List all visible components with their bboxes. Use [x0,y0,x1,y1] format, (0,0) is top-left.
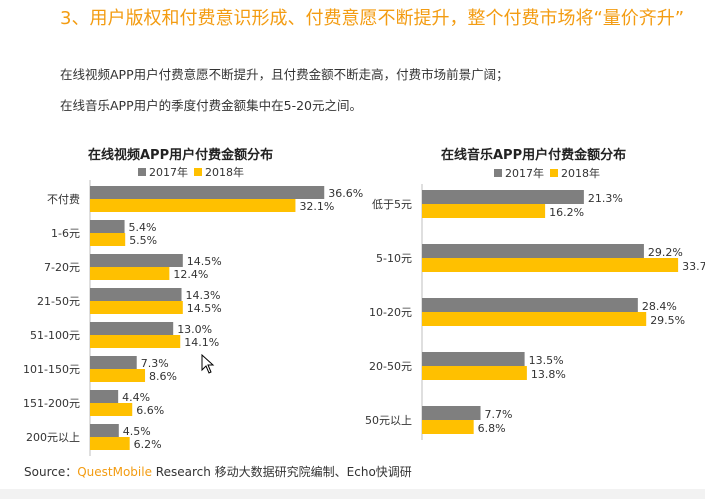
bar-2018 [90,267,170,280]
data-label: 7.7% [485,408,513,421]
data-label: 36.6% [328,187,363,200]
category-label: 51-100元 [30,329,80,342]
bar-2018 [422,420,474,434]
data-label: 6.8% [478,422,506,435]
subtitle-video: 在线视频APP用户付费意愿不断提升，且付费金额不断走高，付费市场前景广阔； [60,67,509,82]
bar-2017 [90,220,125,233]
data-label: 32.1% [299,200,334,213]
bar-2017 [90,322,174,335]
category-label: 不付费 [47,193,80,206]
subtitle-music: 在线音乐APP用户的季度付费金额集中在5-20元之间。 [60,98,362,113]
data-label: 16.2% [549,206,584,219]
data-label: 13.0% [177,323,212,336]
bar-2018 [90,301,183,314]
data-label: 14.3% [186,289,221,302]
bar-2018 [422,312,647,326]
data-label: 13.5% [529,354,564,367]
source-brand: QuestMobile [77,465,152,479]
data-label: 33.7% [682,260,705,273]
category-label: 101-150元 [23,363,80,376]
bottom-bar [0,489,705,499]
category-label: 151-200元 [23,397,80,410]
bar-2017 [90,186,325,199]
bar-2018 [90,437,130,450]
video-chart-title: 在线视频APP用户付费金额分布 [88,148,274,163]
music-chart-legend: 2017年 2018年 [494,165,606,181]
category-label: 50元以上 [365,414,412,427]
bar-2017 [422,190,584,204]
category-label: 7-20元 [44,261,80,274]
data-label: 5.5% [129,234,157,247]
bar-2017 [90,424,119,437]
data-label: 7.3% [141,357,169,370]
bar-2018 [90,199,296,212]
data-label: 6.2% [134,438,162,451]
data-label: 12.4% [173,268,208,281]
bar-2017 [90,356,137,369]
category-label: 1-6元 [51,227,80,240]
data-label: 14.5% [187,255,222,268]
video-payment-chart: 不付费 36.6%32.1%1-6元 5.4%5.5%7-20元 14.5%12.4%… [23,180,363,456]
data-label: 6.6% [136,404,164,417]
bar-2017 [90,390,119,403]
bar-2017 [422,244,644,258]
bar-2018 [422,258,679,272]
bar-2018 [90,233,126,246]
data-label: 8.6% [149,370,177,383]
source-text: Research 移动大数据研究院编制、Echo快调研 [151,465,412,479]
bar-2018 [90,335,181,348]
data-label: 28.4% [642,300,677,313]
bar-2017 [90,288,182,301]
legend-label-2017: 2017年 [149,166,188,179]
legend-item-2018: 2018年 [550,165,600,181]
data-label: 14.5% [187,302,222,315]
category-label: 20-50元 [369,360,412,373]
legend-swatch-2017 [494,169,502,177]
bar-2018 [422,366,527,380]
category-label: 21-50元 [37,295,80,308]
mouse-cursor-icon [201,354,215,374]
legend-swatch-2018 [194,168,202,176]
music-chart-title: 在线音乐APP用户付费金额分布 [441,148,627,163]
data-label: 4.4% [122,391,150,404]
data-label: 21.3% [588,192,623,205]
bar-2017 [422,352,525,366]
source-note: Source：QuestMobile Research 移动大数据研究院编制、E… [24,463,412,480]
bar-2018 [90,369,146,382]
bar-2018 [422,204,546,218]
data-label: 14.1% [184,336,219,349]
legend-swatch-2018 [550,169,558,177]
bar-2017 [422,406,481,420]
category-label: 200元以上 [26,431,80,444]
bar-2017 [422,298,638,312]
category-label: 10-20元 [369,306,412,319]
music-payment-chart: 低于5元 21.3% 16.2% 5-10元 29.2%33.7% 10-20元 28.4%… [365,184,705,440]
data-label: 29.2% [648,246,683,259]
bar-2018 [90,403,133,416]
legend-item-2018: 2018年 [194,164,244,180]
legend-swatch-2017 [138,168,146,176]
legend-label-2018: 2018年 [561,167,600,180]
video-chart-legend: 2017年 2018年 [138,164,250,180]
data-label: 13.8% [531,368,566,381]
legend-label-2017: 2017年 [505,167,544,180]
data-label: 5.4% [129,221,157,234]
page-title: 3、用户版权和付费意识形成、付费意愿不断提升，整个付费市场将“量价齐升” [60,8,685,29]
source-label: Source： [24,465,78,479]
legend-item-2017: 2017年 [138,164,188,180]
category-label: 5-10元 [376,252,412,265]
bar-2017 [90,254,183,267]
data-label: 4.5% [123,425,151,438]
legend-label-2018: 2018年 [205,166,244,179]
data-label: 29.5% [650,314,685,327]
legend-item-2017: 2017年 [494,165,544,181]
category-label: 低于5元 [372,198,412,211]
